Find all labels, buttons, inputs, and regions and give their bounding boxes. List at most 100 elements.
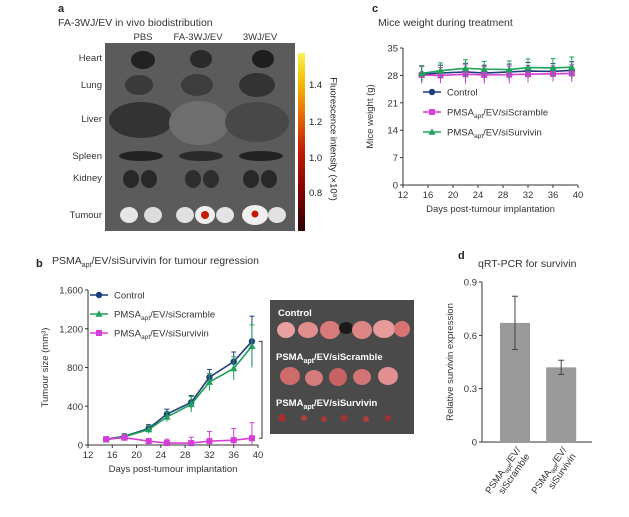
- data-point: [205, 378, 214, 385]
- legend-marker: [428, 88, 436, 96]
- data-point: [188, 440, 195, 447]
- panel-d-letter: d: [458, 250, 465, 262]
- colorbar-tick: 1.4: [309, 80, 323, 91]
- tumour-photo: Control PSMAapt/EV/siScramble PSMAapt/EV…: [270, 300, 414, 434]
- data-point: [145, 438, 152, 445]
- legend-entry: PMSAapt/EV/siSurvivin: [423, 128, 542, 141]
- data-point: [549, 64, 557, 71]
- x-tick-label: 24: [473, 190, 484, 201]
- survivin-bar-chart: 0 0.3 0.6 0.9 Relative survivin expression PS…: [445, 278, 592, 497]
- organ-label-tumour: Tumour: [69, 210, 102, 221]
- colorbar-tick: 0.8: [309, 188, 323, 199]
- data-point: [436, 66, 445, 74]
- x-tick-label: 28: [180, 450, 191, 461]
- series-line: [106, 436, 253, 444]
- panel-c-title: Mice weight during treatment: [378, 17, 513, 29]
- y-tick-label: 0.6: [464, 331, 477, 342]
- legend-label: PMSAapt/EV/siSurvivin: [114, 329, 209, 342]
- legend-label: PMSAapt/EV/siSurvivin: [447, 128, 542, 141]
- y-tick-label: 0.9: [464, 278, 477, 289]
- photo-label-sisurvivin: PSMAapt/EV/siSurvivin: [276, 398, 378, 411]
- legend-label: Control: [447, 88, 478, 99]
- organ-label-spleen: Spleen: [72, 151, 102, 162]
- colorbar-label: Fluorescence intensity (×10⁸): [327, 77, 339, 201]
- series-line: [106, 340, 253, 440]
- x-tick-label: 36: [228, 450, 239, 461]
- panel-b-letter: b: [36, 258, 43, 270]
- x-tick-label: 12: [83, 450, 94, 461]
- data-point: [163, 413, 171, 420]
- panel-b-title: PSMAapt/EV/siSurvivin for tumour regress…: [52, 255, 259, 270]
- series-2: [102, 324, 256, 443]
- y-tick-label: 0: [472, 438, 477, 449]
- significance-stars: ***: [268, 385, 270, 396]
- tumours-sisurvivin: [278, 414, 391, 422]
- y-tick-label: 35: [387, 44, 398, 55]
- legend-entry: Control: [90, 291, 145, 302]
- x-tick-label: 16: [107, 450, 118, 461]
- x-tick-label: 16: [423, 190, 434, 201]
- category-label: PSMAapt/EV/siScramble: [483, 445, 532, 496]
- series-3: [103, 422, 255, 447]
- data-point: [480, 65, 488, 72]
- legend-label: Control: [114, 291, 145, 302]
- y-axis-label: Mice weight (g): [365, 84, 376, 148]
- category-label: PSMAapt/EV/siSurvivin: [530, 445, 579, 496]
- x-tick-label: 32: [204, 450, 215, 461]
- weight-line-chart: 12 16 20 24 28 32 36 40 0 7 14 21 28 35 Days post-tumo…: [365, 44, 584, 216]
- legend-entry: PMSAapt/EV/siSurvivin: [90, 329, 209, 342]
- y-tick-label: 1,200: [59, 324, 83, 335]
- col-label-3wj-ev: 3WJ/EV: [242, 32, 278, 43]
- x-tick-label: 28: [498, 190, 509, 201]
- x-tick-label: 32: [523, 190, 534, 201]
- panel-d-title: qRT-PCR for survivin: [478, 258, 577, 270]
- organ-label-lung: Lung: [80, 80, 102, 91]
- data-point: [121, 434, 128, 441]
- significance-bracket: [259, 340, 263, 439]
- panel-a-title: FA-3WJ/EV in vivo biodistribution: [58, 17, 213, 29]
- biodistribution-image: [105, 43, 295, 231]
- photo-label-siscramble: PSMAapt/EV/siScramble: [276, 352, 383, 365]
- y-tick-label: 0.3: [464, 384, 477, 395]
- x-tick-label: 40: [573, 190, 584, 201]
- data-point: [461, 64, 470, 72]
- legend-marker: [428, 128, 436, 135]
- data-point: [230, 437, 237, 444]
- data-point: [230, 364, 238, 372]
- y-tick-label: 21: [387, 98, 398, 109]
- series-3: [418, 56, 576, 82]
- series-line: [421, 66, 572, 75]
- y-tick-label: 14: [387, 126, 398, 137]
- legend-marker: [96, 330, 102, 336]
- x-axis-label: Days post-tumour implantation: [109, 464, 238, 475]
- data-point: [103, 436, 110, 443]
- colorbar-tick: 1.0: [309, 153, 323, 164]
- y-tick-label: 7: [393, 153, 398, 164]
- panel-a-letter: a: [58, 3, 65, 15]
- photo-label-control: Control: [278, 308, 312, 319]
- y-tick-label: 1,600: [59, 286, 83, 297]
- legend-marker: [95, 310, 103, 317]
- col-label-fa-3wj-ev: FA-3WJ/EV: [173, 32, 223, 43]
- colorbar: [298, 53, 305, 231]
- data-point: [206, 438, 213, 445]
- x-tick-label: 24: [156, 450, 167, 461]
- x-tick-label: 20: [448, 190, 459, 201]
- y-axis-label: Tumour size (mm³): [40, 328, 51, 408]
- series-line: [421, 69, 572, 76]
- x-axis-label: Days post-tumour implantation: [426, 204, 555, 215]
- tumours-siscramble: [280, 367, 398, 386]
- organ-fluorescence-drawing: [109, 50, 289, 225]
- bar: [546, 367, 577, 442]
- colorbar-tick: 1.2: [309, 117, 323, 128]
- data-point: [187, 400, 195, 408]
- legend-label: PMSAapt/EV/siScramble: [447, 108, 548, 121]
- y-tick-label: 28: [387, 71, 398, 82]
- x-tick-label: 20: [131, 450, 142, 461]
- legend-label: PMSAapt/EV/siScramble: [114, 310, 215, 323]
- legend-marker: [429, 109, 435, 115]
- tumours-control: [277, 320, 410, 339]
- organ-label-kidney: Kidney: [72, 173, 102, 184]
- data-point: [163, 440, 170, 447]
